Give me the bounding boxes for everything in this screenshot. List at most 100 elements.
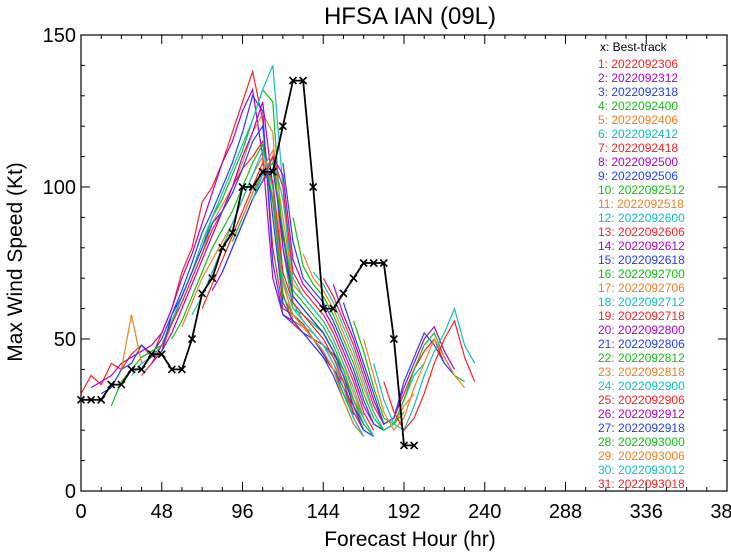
legend-item-4: 4: 2022092400 — [598, 99, 678, 113]
best-track-marker — [137, 365, 146, 374]
x-tick-label: 96 — [231, 501, 253, 523]
legend-item-10: 10: 2022092512 — [598, 183, 685, 197]
legend-best-track: x: Best-track — [600, 40, 668, 54]
best-track-line — [81, 79, 415, 447]
best-track-marker — [268, 167, 277, 176]
series-line-5 — [120, 112, 365, 416]
x-tick-label: 192 — [387, 501, 420, 523]
legend-item-28: 28: 2022093000 — [598, 435, 685, 449]
series-line-19 — [262, 154, 375, 431]
legend-item-30: 30: 2022093012 — [598, 463, 685, 477]
x-tick-label: 384 — [710, 501, 731, 523]
legend-item-29: 29: 2022093006 — [598, 449, 685, 463]
series-line-31 — [383, 319, 476, 432]
best-track-marker — [147, 350, 156, 359]
legend-item-14: 14: 2022092612 — [598, 239, 685, 253]
best-track-marker — [379, 258, 388, 268]
legend-item-16: 16: 2022092700 — [598, 267, 685, 281]
series-line-8 — [151, 101, 365, 425]
legend-item-5: 5: 2022092406 — [598, 113, 678, 127]
y-tick-label: 50 — [54, 329, 76, 351]
best-track-marker — [127, 365, 136, 374]
best-track-marker — [198, 289, 207, 298]
x-tick-label: 0 — [75, 501, 86, 523]
series-line-7 — [141, 139, 365, 431]
legend-item-3: 3: 2022092318 — [598, 85, 678, 99]
best-track-marker — [410, 441, 419, 450]
legend-item-6: 6: 2022092412 — [598, 127, 678, 141]
legend-item-25: 25: 2022092906 — [598, 393, 685, 407]
best-track-marker — [319, 304, 328, 313]
legend-item-13: 13: 2022092606 — [598, 225, 685, 239]
series-line-9 — [161, 124, 365, 437]
best-track-marker — [117, 380, 126, 389]
y-ticks: 0 50 100 150 — [43, 25, 727, 503]
x-tick-label: 48 — [151, 501, 173, 523]
best-track-marker — [177, 365, 187, 374]
best-track-marker — [218, 243, 227, 252]
best-track-marker — [167, 365, 176, 374]
x-tick-label: 144 — [307, 501, 340, 523]
legend-item-31: 31: 2022093018 — [598, 477, 685, 491]
series-line-20 — [272, 156, 385, 431]
x-ticks: 0 48 96 144 192 240 288 336 384 — [75, 35, 731, 523]
series-line-29 — [363, 337, 466, 432]
series-line-6 — [131, 65, 365, 425]
best-track-marker — [359, 258, 368, 268]
legend-item-12: 12: 2022092600 — [598, 211, 685, 225]
legend-item-19: 19: 2022092718 — [598, 309, 685, 323]
series-line-13 — [201, 161, 365, 431]
y-tick-label: 0 — [65, 481, 76, 503]
x-tick-label: 288 — [549, 501, 582, 523]
legend-item-1: 1: 2022092306 — [598, 57, 678, 71]
y-axis-label: Max Wind Speed (Kt) — [4, 162, 27, 362]
best-track-marker — [187, 334, 197, 344]
legend-item-8: 8: 2022092500 — [598, 155, 678, 169]
legend-item-9: 9: 2022092506 — [598, 169, 678, 183]
best-track-marker — [339, 289, 348, 298]
y-tick-label: 100 — [43, 177, 76, 199]
legend-item-22: 22: 2022092812 — [598, 351, 685, 365]
legend-item-2: 2: 2022092312 — [598, 71, 678, 85]
best-track-marker — [208, 274, 217, 283]
legend-item-7: 7: 2022092418 — [598, 141, 678, 155]
best-track-marker — [329, 304, 338, 313]
series-line-4 — [110, 88, 365, 419]
plot-lines — [80, 65, 476, 437]
best-track-marker — [157, 350, 166, 359]
best-track-marker — [228, 228, 237, 237]
series-line-21 — [282, 162, 395, 431]
best-track-marker — [248, 182, 257, 192]
legend-item-18: 18: 2022092712 — [598, 295, 685, 309]
best-track-marker — [389, 334, 398, 344]
best-track-marker — [107, 380, 116, 389]
best-track-marker — [369, 258, 378, 268]
best-track-marker — [97, 395, 106, 404]
y-tick-label: 150 — [43, 25, 76, 47]
best-track-marker — [349, 274, 358, 283]
best-track-marker — [278, 122, 287, 131]
best-track-marker — [238, 182, 247, 192]
legend-item-26: 26: 2022092912 — [598, 407, 685, 421]
x-tick-label: 240 — [468, 501, 501, 523]
best-track-marker — [87, 395, 96, 404]
series-line-1 — [80, 69, 344, 394]
series-line-16 — [231, 161, 375, 437]
series-line-30 — [373, 306, 476, 432]
series-line-15 — [221, 167, 375, 437]
x-axis-label: Forecast Hour (hr) — [324, 528, 496, 551]
legend-item-17: 17: 2022092706 — [598, 281, 685, 295]
best-track-marker — [288, 76, 298, 85]
best-track-marker — [258, 167, 267, 176]
legend-item-24: 24: 2022092900 — [598, 379, 685, 393]
chart-title: HFSA IAN (09L) — [324, 3, 496, 30]
series-line-3 — [100, 94, 355, 416]
series-line-17 — [241, 148, 375, 437]
legend-item-21: 21: 2022092806 — [598, 337, 685, 351]
best-track-marker — [298, 76, 308, 85]
legend-item-20: 20: 2022092800 — [598, 323, 685, 337]
legend-item-15: 15: 2022092618 — [598, 253, 685, 267]
legend-item-27: 27: 2022092918 — [598, 421, 685, 435]
